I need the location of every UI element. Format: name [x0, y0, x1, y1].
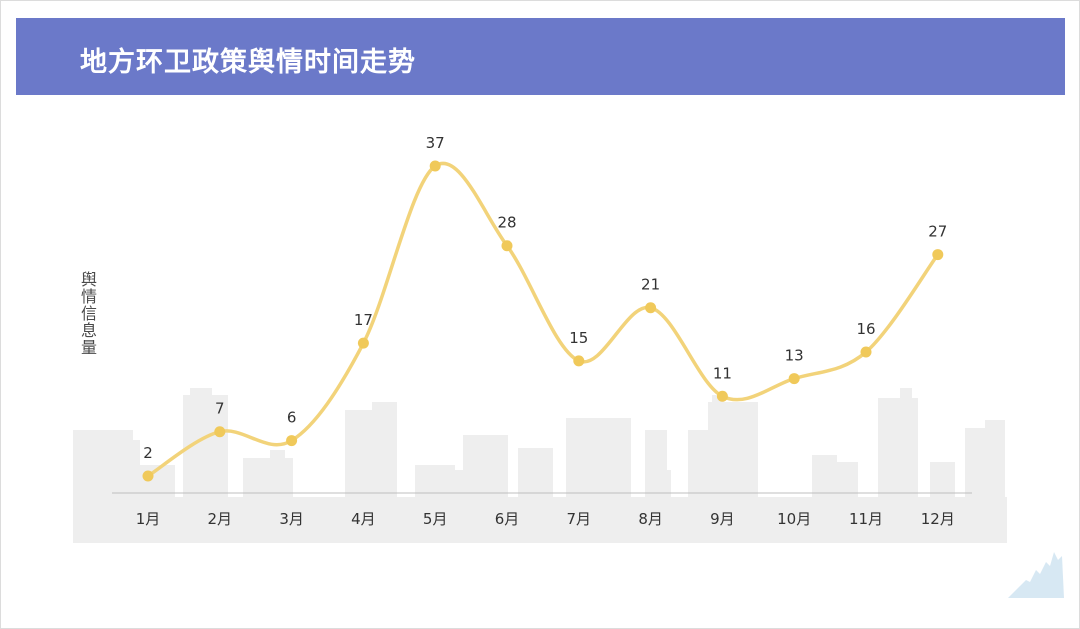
data-label-1: 2: [143, 444, 153, 462]
x-tick-label-1: 1月: [136, 510, 161, 528]
x-tick-label-11: 11月: [849, 510, 883, 528]
page-title: 地方环卫政策舆情时间走势: [80, 47, 416, 78]
data-point-6: [501, 240, 513, 252]
data-label-6: 28: [497, 214, 516, 232]
data-label-5: 37: [426, 134, 445, 152]
data-point-11: [860, 346, 872, 358]
data-point-2: [214, 426, 226, 438]
data-label-3: 6: [287, 409, 297, 427]
x-tick-label-12: 12月: [921, 510, 955, 528]
data-label-7: 15: [569, 329, 588, 347]
x-tick-label-8: 8月: [638, 510, 663, 528]
data-point-12: [932, 249, 944, 261]
data-label-10: 13: [785, 347, 804, 365]
data-label-9: 11: [713, 364, 732, 382]
data-point-4: [357, 337, 369, 349]
city-skyline-background: [73, 388, 1007, 543]
data-point-9: [716, 390, 728, 402]
data-label-4: 17: [354, 311, 373, 329]
data-point-8: [645, 302, 657, 314]
data-point-1: [142, 470, 154, 482]
x-tick-label-7: 7月: [567, 510, 592, 528]
x-tick-label-4: 4月: [351, 510, 376, 528]
data-label-2: 7: [215, 400, 225, 418]
data-point-3: [286, 435, 298, 447]
y-axis-label: 舆情信息量: [78, 271, 97, 356]
x-tick-label-9: 9月: [710, 510, 735, 528]
x-tick-label-6: 6月: [495, 510, 520, 528]
x-tick-labels: 1月 2月 3月 4月 5月 6月 7月 8月 9月 10月 11月 12月: [136, 510, 955, 528]
data-markers: [142, 160, 944, 482]
title-bar: 地方环卫政策舆情时间走势: [16, 18, 1065, 95]
x-tick-label-3: 3月: [279, 510, 304, 528]
x-tick-label-2: 2月: [208, 510, 233, 528]
corner-skyline-icon: [1008, 552, 1064, 598]
data-label-8: 21: [641, 276, 660, 294]
data-label-12: 27: [928, 223, 947, 241]
data-label-11: 16: [856, 320, 875, 338]
series-line: [146, 161, 940, 478]
x-tick-label-5: 5月: [423, 510, 448, 528]
data-point-5: [429, 160, 441, 172]
data-point-10: [788, 373, 800, 385]
data-point-7: [573, 355, 585, 367]
x-tick-label-10: 10月: [777, 510, 811, 528]
